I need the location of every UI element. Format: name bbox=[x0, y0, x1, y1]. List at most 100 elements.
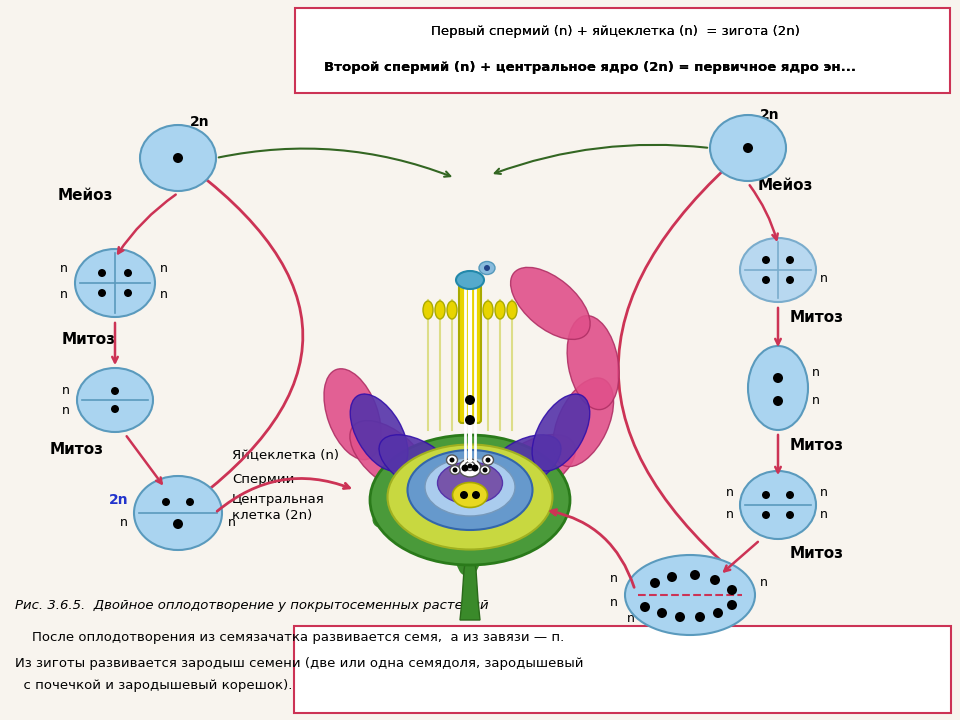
FancyBboxPatch shape bbox=[294, 626, 951, 713]
Polygon shape bbox=[460, 545, 480, 620]
Circle shape bbox=[690, 570, 700, 580]
Circle shape bbox=[786, 491, 794, 499]
Ellipse shape bbox=[495, 301, 505, 319]
Ellipse shape bbox=[625, 555, 755, 635]
Circle shape bbox=[173, 153, 183, 163]
Ellipse shape bbox=[412, 454, 507, 505]
Ellipse shape bbox=[379, 435, 456, 492]
Circle shape bbox=[786, 256, 794, 264]
Ellipse shape bbox=[435, 301, 445, 319]
Ellipse shape bbox=[532, 394, 589, 471]
Ellipse shape bbox=[511, 267, 590, 339]
Ellipse shape bbox=[446, 455, 458, 465]
Ellipse shape bbox=[484, 435, 561, 492]
Text: с почечкой и зародышевый корешок).: с почечкой и зародышевый корешок). bbox=[15, 680, 293, 693]
Circle shape bbox=[710, 575, 720, 585]
Text: n: n bbox=[820, 271, 828, 284]
Text: n: n bbox=[160, 289, 168, 302]
Ellipse shape bbox=[483, 301, 493, 319]
Circle shape bbox=[667, 572, 677, 582]
Circle shape bbox=[713, 608, 723, 618]
Ellipse shape bbox=[740, 471, 816, 539]
FancyArrowPatch shape bbox=[381, 518, 467, 567]
Circle shape bbox=[471, 464, 478, 472]
Ellipse shape bbox=[140, 125, 216, 191]
Ellipse shape bbox=[423, 301, 433, 319]
FancyArrowPatch shape bbox=[618, 150, 751, 586]
Ellipse shape bbox=[407, 450, 533, 530]
Text: Яйцеклетка (n): Яйцеклетка (n) bbox=[232, 449, 339, 462]
Circle shape bbox=[773, 396, 783, 406]
Ellipse shape bbox=[480, 466, 490, 474]
Ellipse shape bbox=[740, 238, 816, 302]
Text: Митоз: Митоз bbox=[62, 333, 116, 348]
Text: Второй спермий (n) + центральное ядро (2n) = первичное ядро эн...: Второй спермий (n) + центральное ядро (2… bbox=[324, 61, 856, 74]
Circle shape bbox=[786, 511, 794, 519]
Text: Рис. 3.6.5.  Двойное оплодотворение у покрытосеменных растений: Рис. 3.6.5. Двойное оплодотворение у пок… bbox=[15, 598, 489, 611]
Circle shape bbox=[186, 498, 194, 506]
Ellipse shape bbox=[456, 271, 484, 289]
Text: n: n bbox=[60, 289, 68, 302]
Text: n: n bbox=[627, 611, 635, 624]
Circle shape bbox=[743, 143, 753, 153]
Ellipse shape bbox=[134, 476, 222, 550]
Circle shape bbox=[762, 491, 770, 499]
Circle shape bbox=[483, 467, 488, 472]
Circle shape bbox=[762, 276, 770, 284]
Ellipse shape bbox=[479, 261, 495, 274]
Circle shape bbox=[162, 498, 170, 506]
Ellipse shape bbox=[553, 378, 613, 467]
Ellipse shape bbox=[748, 346, 808, 430]
Text: Мейоз: Мейоз bbox=[58, 187, 113, 202]
Text: n: n bbox=[120, 516, 128, 528]
Circle shape bbox=[452, 467, 458, 472]
Ellipse shape bbox=[507, 301, 517, 319]
Circle shape bbox=[468, 464, 472, 469]
Circle shape bbox=[695, 612, 705, 622]
Circle shape bbox=[111, 387, 119, 395]
Circle shape bbox=[727, 585, 737, 595]
Text: n: n bbox=[820, 485, 828, 498]
Text: Мейоз: Мейоз bbox=[758, 178, 813, 192]
Circle shape bbox=[462, 464, 468, 472]
Text: n: n bbox=[720, 616, 728, 629]
Text: Спермии: Спермии bbox=[232, 474, 295, 487]
Circle shape bbox=[449, 457, 454, 462]
Text: n: n bbox=[726, 485, 734, 498]
Text: n: n bbox=[812, 394, 820, 407]
Text: n: n bbox=[228, 516, 236, 528]
Circle shape bbox=[124, 289, 132, 297]
Ellipse shape bbox=[425, 458, 515, 516]
Circle shape bbox=[98, 289, 106, 297]
Circle shape bbox=[460, 491, 468, 499]
Circle shape bbox=[675, 612, 685, 622]
Ellipse shape bbox=[75, 249, 155, 317]
Circle shape bbox=[173, 519, 183, 529]
FancyArrowPatch shape bbox=[469, 518, 555, 567]
Circle shape bbox=[465, 415, 475, 425]
Text: 2n: 2n bbox=[190, 115, 209, 129]
Circle shape bbox=[484, 265, 490, 271]
Ellipse shape bbox=[710, 115, 786, 181]
Circle shape bbox=[465, 395, 475, 405]
Circle shape bbox=[472, 491, 480, 499]
Circle shape bbox=[727, 600, 737, 610]
Ellipse shape bbox=[450, 466, 460, 474]
Circle shape bbox=[640, 602, 650, 612]
Circle shape bbox=[486, 457, 491, 462]
FancyArrowPatch shape bbox=[381, 518, 467, 567]
Text: n: n bbox=[60, 261, 68, 274]
Circle shape bbox=[773, 373, 783, 383]
Text: n: n bbox=[812, 366, 820, 379]
Ellipse shape bbox=[324, 369, 381, 459]
Circle shape bbox=[762, 256, 770, 264]
Ellipse shape bbox=[447, 301, 457, 319]
FancyBboxPatch shape bbox=[459, 277, 481, 423]
Ellipse shape bbox=[77, 368, 153, 432]
Ellipse shape bbox=[452, 482, 488, 508]
Text: Первый спермий (n) + яйцеклетка (n)  = зигота (2n): Первый спермий (n) + яйцеклетка (n) = зи… bbox=[431, 25, 800, 38]
Text: После оплодотворения из семязачатка развивается семя,  а из завязи — п.: После оплодотворения из семязачатка разв… bbox=[15, 631, 564, 644]
Circle shape bbox=[657, 608, 667, 618]
Text: n: n bbox=[611, 572, 618, 585]
Bar bbox=[295, 8, 950, 93]
